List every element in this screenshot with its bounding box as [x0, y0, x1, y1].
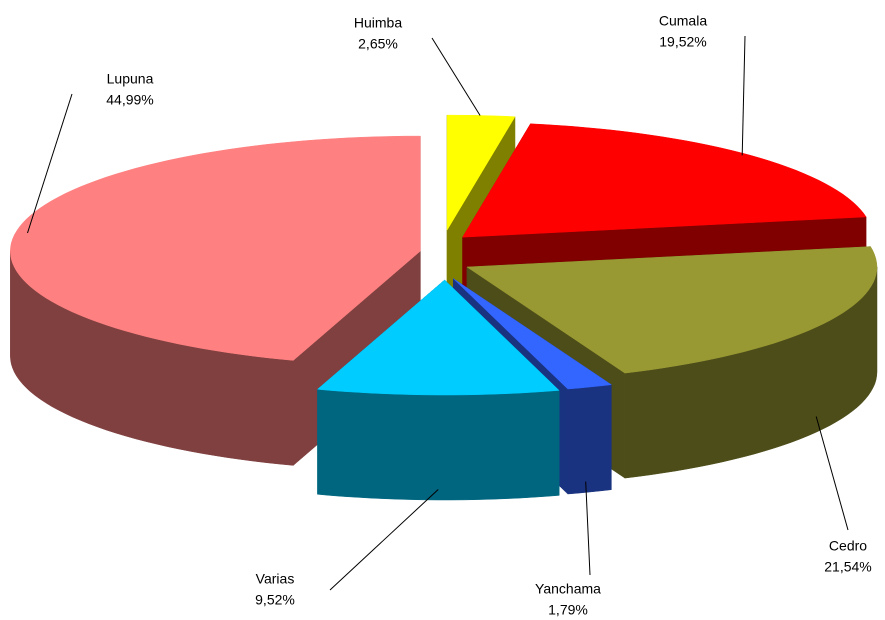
slice-value-label: 21,54% — [824, 559, 871, 575]
slice-label: Varias — [256, 571, 295, 587]
slice-outer-wall — [317, 389, 560, 501]
leader-line — [585, 481, 591, 576]
slice-value-label: 9,52% — [255, 592, 295, 608]
slice-label: Yanchama — [535, 581, 601, 597]
slice-top — [10, 135, 421, 361]
slice-label: Cumala — [659, 13, 707, 29]
slice-top — [466, 246, 878, 374]
slice-value-label: 1,79% — [548, 602, 588, 618]
slice-top — [453, 278, 613, 390]
pie-slice — [316, 279, 560, 501]
slice-top — [316, 279, 560, 396]
leader-line — [741, 35, 746, 156]
slice-value-label: 2,65% — [358, 36, 398, 52]
leader-line — [431, 37, 481, 116]
slice-outer-wall — [567, 384, 612, 495]
slice-label: Cedro — [829, 538, 867, 554]
leader-line — [815, 416, 849, 531]
slice-label: Huimba — [354, 15, 402, 31]
slice-top — [446, 114, 516, 232]
leader-line — [27, 93, 73, 234]
leader-line — [329, 489, 439, 591]
slice-top — [462, 123, 867, 238]
slice-label: Lupuna — [107, 71, 154, 87]
slice-value-label: 19,52% — [659, 34, 706, 50]
slice-value-label: 44,99% — [106, 92, 153, 108]
